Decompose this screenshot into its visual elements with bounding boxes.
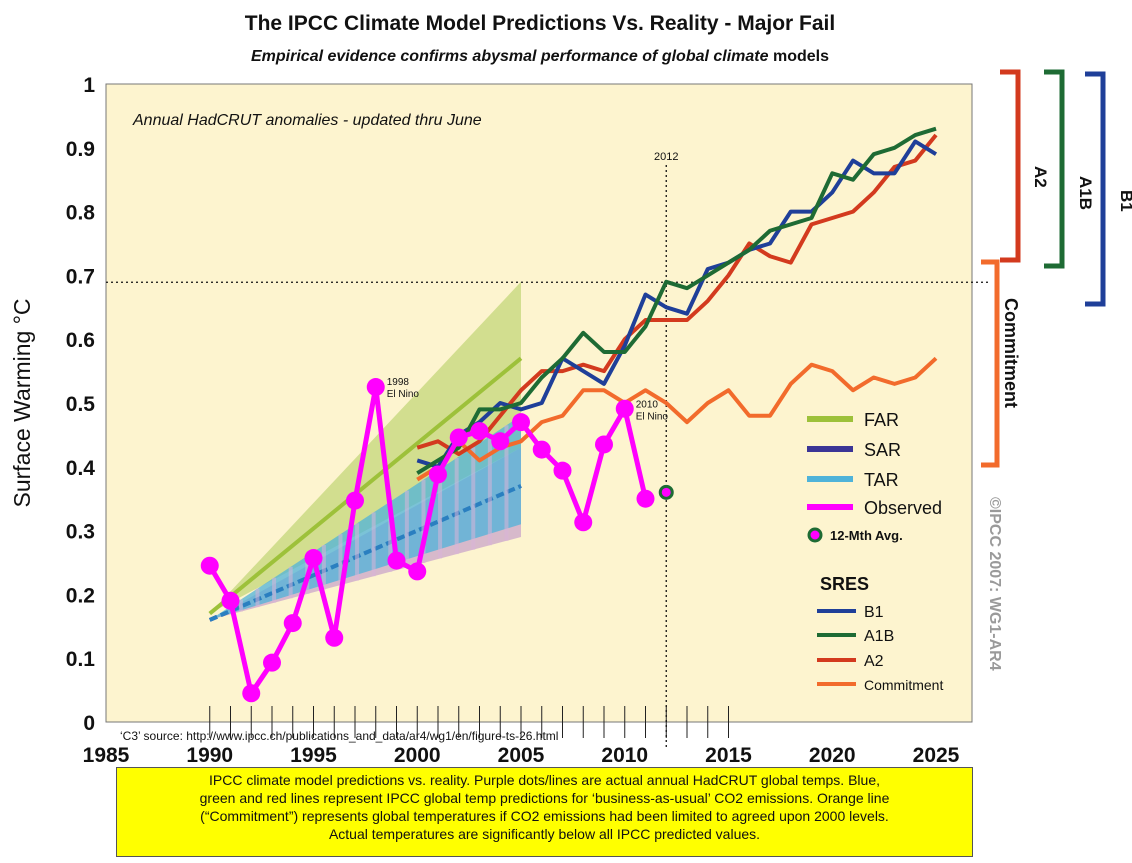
x-tick-label: 1995	[290, 744, 337, 767]
legend-label-tar: TAR	[864, 470, 899, 490]
series-a2-line	[416, 133, 938, 457]
legend-swatch-12mth	[807, 527, 823, 543]
y-tick-label: 0.9	[66, 138, 95, 161]
observed-point	[553, 461, 572, 480]
y-tick-label: 0.2	[66, 584, 95, 607]
observed-series	[200, 378, 674, 703]
bracket-label-commitment: Commitment	[1001, 298, 1021, 408]
band-tar	[209, 415, 521, 620]
y-tick-label: 0.5	[66, 393, 96, 416]
legend-label-12mth: 12-Mth Avg.	[830, 528, 903, 543]
caption-line: Actual temperatures are significantly be…	[328, 826, 761, 842]
x-tick-label: 2005	[498, 744, 545, 767]
legend-label-sar: SAR	[864, 440, 901, 460]
band-center-far	[208, 356, 523, 616]
observed-point	[491, 432, 510, 451]
observed-point	[346, 491, 364, 510]
watermark: ©IPCC 2007: WG1-AR4	[986, 497, 1003, 671]
series-a1b-line	[416, 126, 937, 475]
y-tick-label: 0.4	[66, 457, 96, 480]
y-axis: 0 0.1 0.2 0.3 0.4 0.5 0.6 0.7 0.8 0.9 1	[66, 74, 96, 735]
x-tick-label: 2000	[394, 744, 441, 767]
x-tick-label: 1990	[186, 744, 233, 767]
reference-lines: 2012	[106, 151, 990, 748]
bracket-commitment	[981, 259, 1000, 468]
band-far	[209, 281, 521, 614]
projection-bands	[208, 281, 523, 622]
legend-label-a1b: A1B	[864, 628, 894, 645]
observed-point	[283, 614, 302, 633]
band-center-tar	[208, 484, 522, 622]
legend-label-a2: A2	[864, 653, 884, 670]
chart-title: The IPCC Climate Model Predictions Vs. R…	[245, 12, 835, 35]
observed-point	[449, 428, 468, 447]
y-tick-label: 0.7	[66, 265, 95, 288]
caption-line: green and red lines represent IPCC globa…	[199, 790, 890, 806]
observed-point	[574, 513, 593, 532]
series-observed-line	[207, 384, 648, 696]
annotation-label: El Nino	[636, 411, 669, 422]
observed-point	[408, 562, 427, 581]
scenario-brackets: A2 A1B B1 Commitment	[981, 69, 1132, 468]
x-tick-label: 2020	[809, 744, 856, 767]
y-tick-label: 0.3	[66, 521, 95, 544]
observed-point	[263, 653, 281, 672]
annotation-year: 1998	[387, 377, 410, 388]
observed-point	[615, 399, 634, 418]
y-axis-label: Surface Warming °C	[9, 298, 35, 507]
caption-line: (“Commitment”) represents global tempera…	[200, 808, 889, 824]
x-axis: 1985 1990 1995 2000 2005 2010 2015 2020 2025	[83, 706, 960, 767]
inner-label: Annual HadCRUT anomalies - updated thru …	[132, 112, 482, 129]
observed-point	[429, 465, 447, 484]
bracket-label-b1: B1	[1117, 190, 1132, 212]
observed-point	[470, 422, 489, 441]
observed-point	[221, 591, 240, 610]
y-tick-label: 0.6	[66, 329, 95, 352]
x-tick-label: 2025	[913, 744, 960, 767]
y-tick-label: 0	[83, 712, 95, 735]
y-tick-label: 1	[83, 74, 95, 97]
observed-point	[325, 628, 344, 647]
y-tick-label: 0.1	[66, 648, 96, 671]
chart-subtitle-italic: Empirical evidence confirms abysmal perf…	[251, 48, 769, 65]
bracket-a2	[1000, 69, 1021, 263]
source-note: ‘C3’ source: http://www.ipcc.ch/publicat…	[120, 729, 558, 743]
bracket-a1b	[1044, 69, 1065, 269]
observed-point	[595, 435, 613, 454]
observed-point	[512, 413, 530, 432]
annotation-label: El Nino	[387, 389, 420, 400]
chart-subtitle-rest: models	[773, 48, 829, 65]
legend-label-observed: Observed	[864, 498, 942, 518]
twelve-month-avg-point	[658, 484, 674, 500]
y-tick-label: 0.8	[66, 202, 96, 225]
x-tick-label: 2015	[705, 744, 752, 767]
observed-point	[387, 551, 406, 570]
bracket-label-a2: A2	[1031, 166, 1050, 188]
observed-point	[366, 378, 385, 397]
legend-label-far: FAR	[864, 410, 899, 430]
series-b1-line	[416, 139, 938, 469]
legend: FAR SAR TAR Observed 12-Mth Avg. SRES B1 A1B A2 C…	[807, 410, 943, 693]
x-tick-label: 1985	[83, 744, 130, 767]
observed-point	[636, 489, 655, 508]
bracket-label-a1b: A1B	[1076, 176, 1095, 210]
observed-point	[532, 440, 551, 459]
reference-year-label: 2012	[654, 151, 678, 163]
bracket-b1	[1085, 71, 1106, 307]
observed-point	[200, 556, 219, 575]
observed-point	[304, 549, 323, 568]
caption-box: IPCC climate model predictions vs. reali…	[116, 767, 973, 857]
caption-line: IPCC climate model predictions vs. reali…	[208, 772, 880, 788]
chart-subtitle: Empirical evidence confirms abysmal perf…	[251, 48, 829, 65]
legend-sres-title: SRES	[820, 574, 869, 594]
annotation-year: 2010	[636, 399, 659, 410]
legend-label-b1: B1	[864, 604, 884, 621]
legend-label-commitment: Commitment	[864, 677, 943, 693]
x-tick-label: 2010	[601, 744, 648, 767]
observed-point	[242, 684, 261, 703]
